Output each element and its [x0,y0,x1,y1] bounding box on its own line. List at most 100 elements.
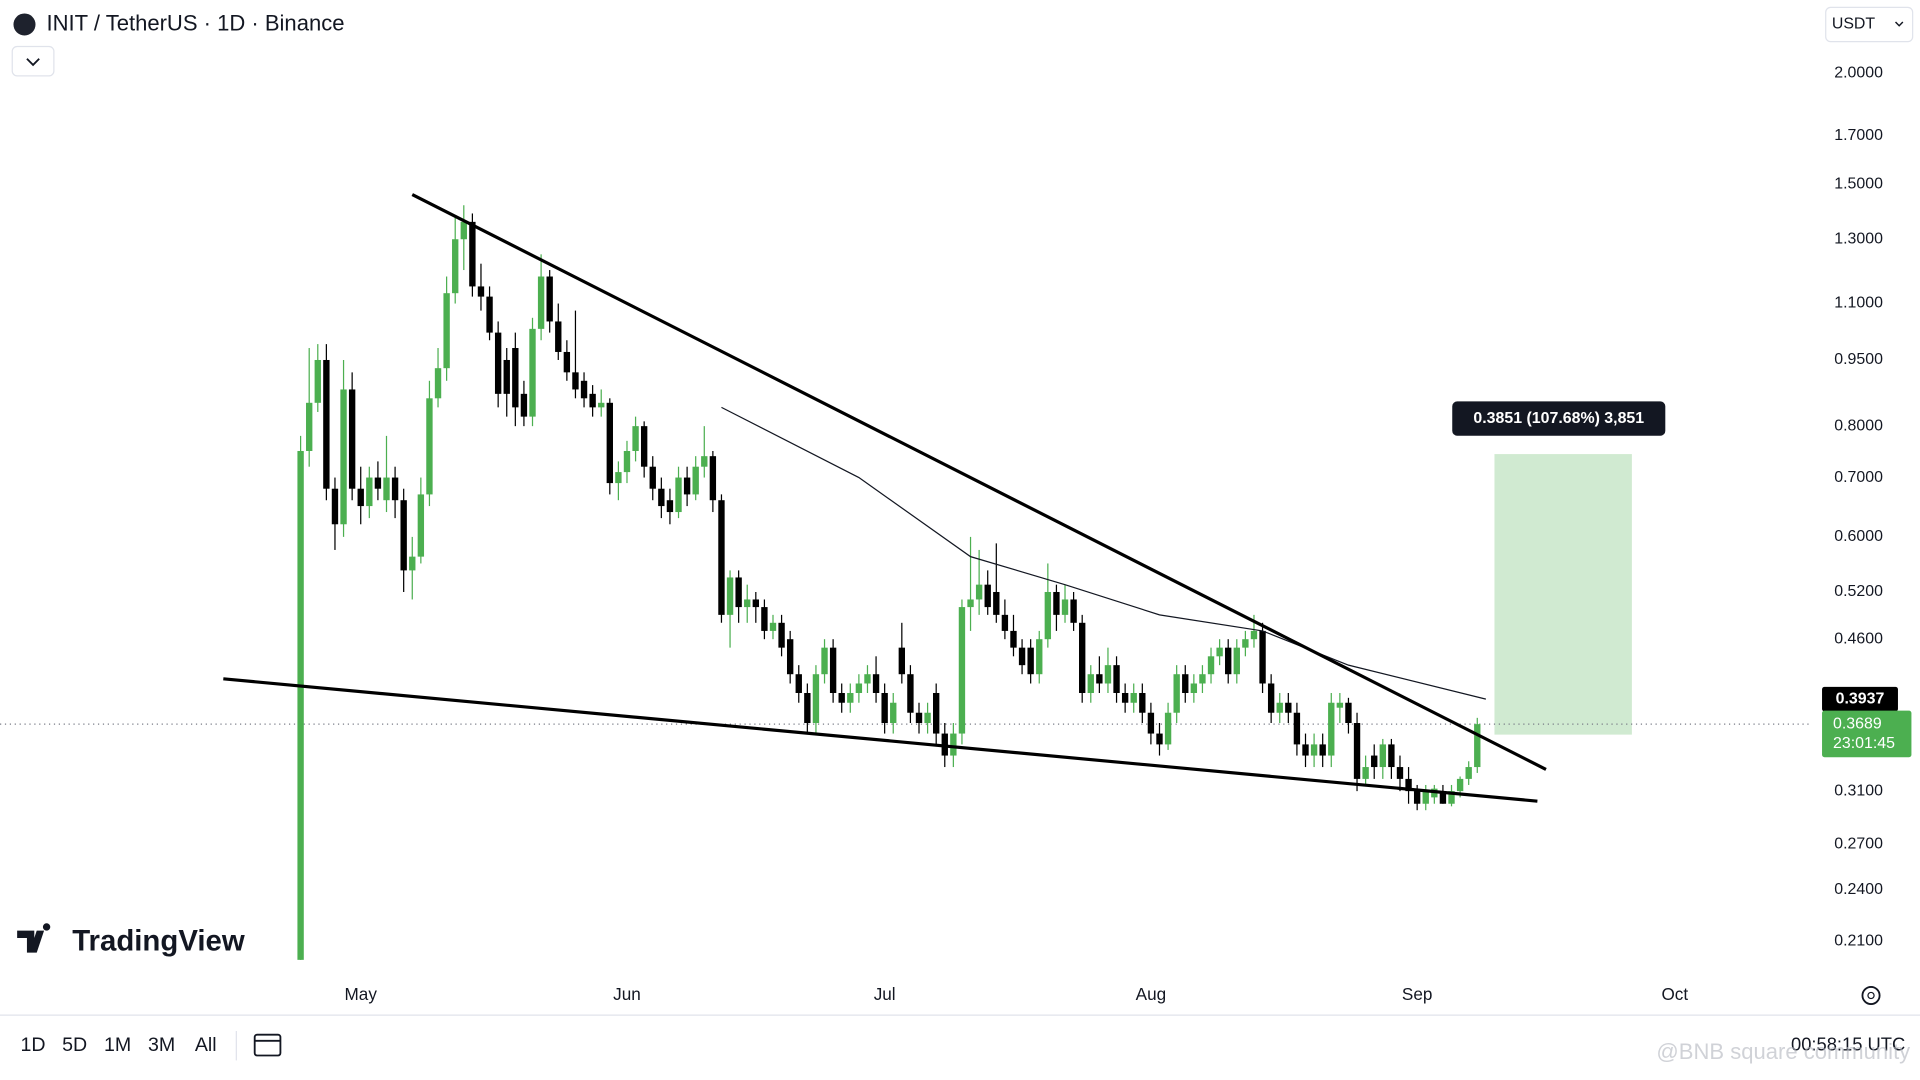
candle-body [1456,778,1464,792]
candle-body [907,674,914,713]
x-tick-label: Jul [874,984,896,1004]
candle-body [958,607,966,734]
candle-body [572,372,579,390]
candle-body [1173,674,1180,713]
candle-body [786,639,794,675]
candle-body [563,351,571,373]
candle-body [718,500,725,615]
range-button[interactable]: 3M [148,1034,175,1056]
candle-body [1267,683,1275,713]
candle-body [1061,599,1069,615]
y-tick-label: 0.7000 [1834,469,1883,486]
candle-body [1044,591,1052,640]
candle-body [1276,702,1283,713]
candle-body [1156,733,1163,745]
candle-body [434,368,442,399]
candle-body [606,402,613,484]
candle-body [984,584,991,608]
range-button[interactable]: All [195,1034,217,1056]
candle-body [1474,724,1481,768]
candle-body [1164,712,1172,745]
candle-body [1130,692,1137,703]
last-price-label: 0.3689 [1833,715,1882,732]
candle-body [1027,647,1034,675]
candle-body [1302,744,1309,756]
candle-body [1010,630,1017,648]
x-tick-label: Sep [1402,984,1432,1004]
brand-name: TradingView [72,925,245,958]
candle-body [769,622,777,631]
gear-hub [1867,991,1875,1000]
y-tick-label: 1.1000 [1834,295,1883,312]
candle-body [658,488,665,507]
chevron-icon [26,58,40,67]
x-tick-label: Aug [1136,984,1166,1004]
range-button[interactable]: 1D [21,1034,46,1056]
candle-body [795,674,802,693]
candle-body [1147,712,1155,734]
candle-body [898,647,906,675]
candle-body [357,488,364,507]
y-tick-label: 0.4600 [1834,630,1883,647]
candle-body [1413,791,1421,804]
candle-body [950,733,957,756]
candle-body [1096,674,1103,684]
candle-body [915,712,923,724]
candle-body [744,599,751,608]
candle-body [924,712,931,724]
collapse-button[interactable] [11,45,55,77]
candle-body [1070,599,1077,623]
candle-body [1199,674,1206,684]
y-tick-label: 0.2100 [1834,932,1883,949]
ma-price-label: 0.3937 [1836,690,1885,707]
candle-body [503,359,510,394]
range-button[interactable]: 1M [104,1034,131,1056]
candle-body [1379,744,1386,768]
y-tick-label: 1.7000 [1834,127,1883,144]
plot-area: 0.3851 (107.68%) 3,851 [0,193,1813,960]
candle-body [1001,614,1009,631]
candle-body [1190,683,1198,693]
candle-body [1079,622,1086,693]
candle-body [829,647,837,693]
x-tick-label: Jun [613,984,641,1004]
candle-body [932,692,940,734]
candle-body [1293,712,1301,745]
candle-body [477,286,485,297]
candle-body [494,332,502,394]
y-tick-label: 0.5200 [1834,583,1883,600]
candle-body [812,674,820,724]
candle-body [675,477,682,513]
candle-body [348,389,356,489]
currency-select[interactable] [1825,6,1914,43]
candle-body [1087,674,1094,693]
candle-body [632,426,639,451]
candle-body [409,556,416,571]
candle-body [804,692,811,724]
last-price-tag [1822,710,1912,758]
candle-body [821,647,828,675]
y-tick-label: 0.2700 [1834,836,1883,853]
candle-body [1448,791,1455,804]
candle-body [1328,702,1335,756]
candle-body [838,692,845,703]
candle-body [1353,723,1361,779]
brand-icon [17,923,51,953]
range-button[interactable]: 5D [62,1034,87,1056]
candle-body [735,577,742,608]
moving-average [721,406,1487,700]
y-tick-label: 0.9500 [1834,351,1883,368]
candle-body [555,321,562,352]
candle-body [1242,639,1249,648]
candle-body [460,221,467,240]
y-tick-label: 0.3100 [1834,782,1883,799]
candle-body [649,466,656,489]
clock: 00:58:15 UTC [1791,1034,1905,1055]
trendline [411,193,1547,771]
candle-body [400,500,407,571]
candle-body [1465,767,1472,779]
calendar-icon[interactable] [253,1033,282,1057]
settings-icon[interactable] [1861,986,1881,1005]
